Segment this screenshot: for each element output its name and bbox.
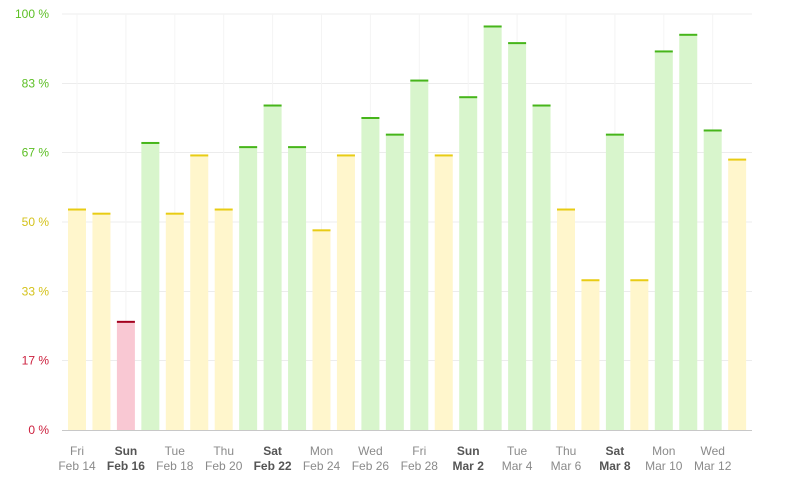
bar (288, 147, 307, 430)
x-tick-day: Mon (310, 444, 333, 458)
bar-cap (728, 158, 747, 161)
x-tick-date: Mar 10 (645, 459, 683, 473)
y-axis: 0 % 17 % 33 % 50 % 67 % 83 % 100 % (15, 7, 49, 437)
grid-lines (62, 13, 752, 430)
bar-cap (336, 154, 355, 157)
x-tick-day: Tue (165, 444, 186, 458)
y-tick-label: 17 % (22, 354, 50, 368)
x-tick-day: Thu (556, 444, 577, 458)
bar (728, 159, 747, 430)
x-tick-date: Mar 2 (453, 459, 485, 473)
y-tick-label: 33 % (22, 284, 50, 298)
x-tick-date: Mar 4 (502, 459, 533, 473)
bar (165, 213, 184, 430)
x-tick-day: Thu (213, 444, 234, 458)
x-tick-day: Fri (70, 444, 84, 458)
bar-cap (165, 212, 184, 215)
bar-cap (654, 50, 673, 53)
bar (385, 134, 404, 430)
bar (361, 118, 380, 430)
bar (116, 321, 135, 430)
y-tick-label: 67 % (22, 146, 50, 160)
bar-cap (92, 212, 111, 215)
bar-cap (532, 104, 551, 107)
x-tick-date: Feb 22 (254, 459, 292, 473)
bar-cap (288, 146, 307, 149)
bar-cap (630, 279, 649, 282)
bar (263, 105, 282, 431)
x-tick-day: Sun (115, 444, 138, 458)
x-tick-day: Fri (412, 444, 426, 458)
bar-cap (239, 146, 258, 149)
bar (605, 134, 624, 430)
y-tick-label: 0 % (28, 423, 49, 437)
y-tick-label: 50 % (22, 215, 50, 229)
x-tick-day: Sat (263, 444, 282, 458)
bar (92, 213, 111, 430)
x-tick-date: Feb 16 (107, 459, 145, 473)
bar (336, 155, 355, 430)
bar-cap (483, 25, 502, 28)
bar-cap (214, 208, 233, 211)
bar-cap (68, 208, 86, 211)
bar-cap (263, 104, 282, 107)
x-tick-day: Mon (652, 444, 675, 458)
bar-cap (459, 96, 478, 99)
bar (483, 26, 502, 430)
bar-cap (703, 129, 722, 132)
bar-cap (581, 279, 600, 282)
bar-cap (312, 229, 331, 232)
bar-cap (434, 154, 453, 157)
bar (654, 51, 673, 430)
bar (214, 209, 233, 430)
bar-cap (557, 208, 575, 211)
bar-cap (190, 154, 209, 157)
bar-cap (116, 320, 135, 323)
bars (68, 25, 747, 431)
bar-cap (508, 42, 527, 45)
x-tick-date: Feb 28 (401, 459, 439, 473)
bar (190, 155, 209, 430)
bar (410, 80, 429, 430)
x-tick-date: Mar 12 (694, 459, 732, 473)
bar (557, 209, 575, 430)
bar (508, 43, 527, 431)
bar (239, 147, 258, 430)
bar-cap (410, 79, 429, 82)
x-tick-date: Feb 24 (303, 459, 341, 473)
bar-cap (141, 141, 160, 144)
bar-cap (385, 133, 404, 136)
x-tick-day: Wed (700, 444, 724, 458)
y-tick-label: 83 % (22, 76, 50, 90)
x-tick-date: Feb 14 (58, 459, 96, 473)
bar (434, 155, 453, 430)
x-tick-date: Feb 26 (352, 459, 390, 473)
x-tick-date: Feb 18 (156, 459, 194, 473)
x-tick-day: Sat (606, 444, 625, 458)
bar-cap (361, 117, 380, 119)
x-tick-date: Feb 20 (205, 459, 243, 473)
bar (312, 230, 331, 430)
bar (581, 280, 600, 430)
bar (141, 142, 160, 430)
x-tick-date: Mar 8 (599, 459, 631, 473)
bar (703, 130, 722, 431)
x-tick-date: Mar 6 (551, 459, 582, 473)
bar (679, 34, 698, 431)
bar (630, 280, 649, 430)
x-tick-day: Tue (507, 444, 528, 458)
bar-cap (605, 133, 624, 136)
bar (68, 209, 86, 430)
bar-cap (679, 33, 698, 36)
x-tick-day: Sun (457, 444, 480, 458)
bar (459, 97, 478, 430)
bar (532, 105, 551, 431)
y-tick-label: 100 % (15, 7, 49, 21)
x-tick-day: Wed (358, 444, 382, 458)
